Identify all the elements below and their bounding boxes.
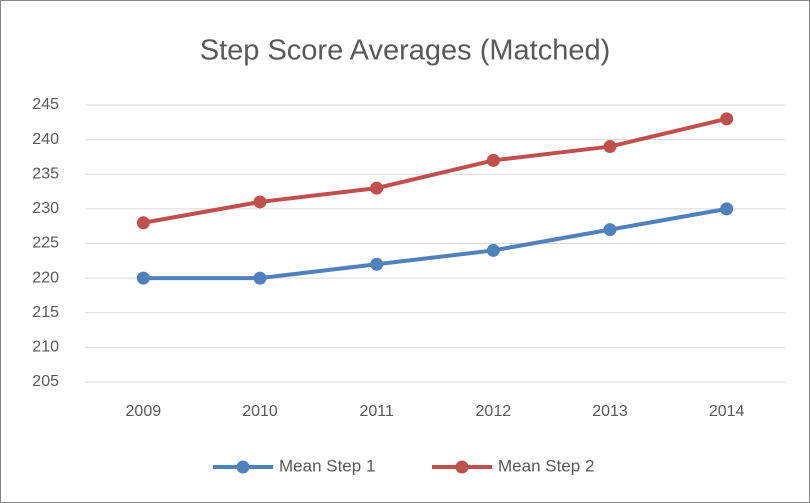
data-point [136, 271, 150, 285]
data-point [253, 195, 267, 209]
x-tick-label: 2011 [359, 403, 394, 420]
y-tick-label: 225 [32, 235, 59, 252]
y-tick-label: 240 [32, 131, 59, 148]
data-point [253, 271, 267, 285]
y-tick-label: 215 [32, 304, 59, 321]
data-point [136, 216, 150, 230]
chart-title: Step Score Averages (Matched) [200, 35, 611, 67]
series-line [143, 206, 728, 281]
y-tick-label: 210 [32, 339, 59, 356]
data-point [720, 112, 734, 126]
data-point [603, 140, 617, 154]
y-tick-label: 205 [32, 373, 59, 390]
x-tick-label: 2009 [126, 403, 162, 420]
data-point [370, 257, 384, 271]
data-point [603, 223, 617, 237]
series-line [142, 116, 728, 225]
legend-marker [236, 460, 250, 474]
y-tick-label: 230 [32, 200, 59, 217]
data-point [720, 202, 734, 216]
legend-label: Mean Step 1 [279, 456, 375, 475]
legend-marker [455, 460, 469, 474]
data-point [486, 153, 500, 167]
y-tick-label: 235 [32, 165, 59, 182]
x-tick-label: 2012 [476, 403, 512, 420]
x-tick-label: 2014 [709, 403, 745, 420]
x-tick-label: 2010 [242, 403, 278, 420]
data-point [486, 243, 500, 257]
y-tick-label: 220 [32, 269, 59, 286]
legend-label: Mean Step 2 [498, 456, 594, 475]
data-point [370, 181, 384, 195]
x-tick-label: 2013 [592, 403, 628, 420]
y-tick-label: 245 [32, 96, 59, 113]
